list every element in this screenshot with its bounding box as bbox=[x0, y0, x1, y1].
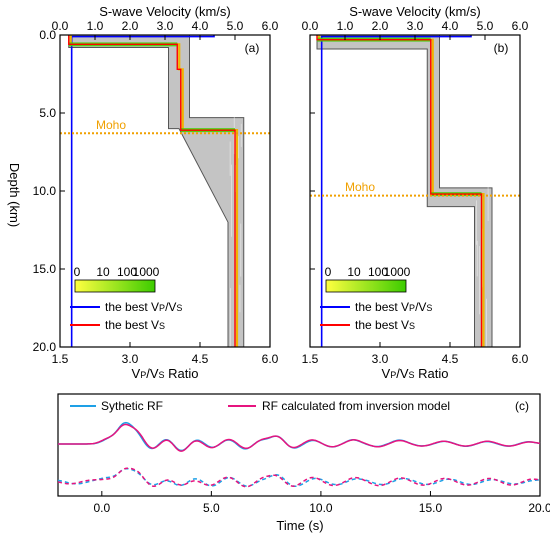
panel-c-x-tick-label: 15.0 bbox=[419, 501, 443, 515]
panel-a-bottom-axis-label: VP/VS Ratio bbox=[132, 366, 199, 381]
panel-a: 0.0 1.0 2.0 3.0 4.0 5.0 6.0 1.5 3.0 4.5 6.0 0.0 5.0 1… bbox=[7, 4, 279, 381]
panel-a-y-tick-label: 0.0 bbox=[39, 28, 56, 42]
panel-b-best-vs-line bbox=[316, 35, 483, 347]
panel-b-bottom-tick-label: 6.0 bbox=[512, 352, 529, 366]
panel-b: 0.0 1.0 2.0 3.0 4.0 5.0 6.0 1.5 3.0 4.5 6.0 S-wave… bbox=[302, 4, 529, 381]
panel-b-top-tick-label: 0.0 bbox=[302, 19, 319, 33]
panel-a-legend: the best VP/VS the best VS bbox=[70, 300, 182, 332]
panel-a-y-tick-label: 15.0 bbox=[33, 262, 57, 276]
panel-c-x-tick-label: 5.0 bbox=[203, 501, 220, 515]
panel-c-legend: Sythetic RF RF calculated from inversion… bbox=[70, 399, 450, 413]
panel-a-ticks: 0.0 1.0 2.0 3.0 4.0 5.0 6.0 1.5 3.0 4.5 6.0 0.0 5.0 1… bbox=[33, 19, 279, 366]
panel-a-colorbar-tick: 100 bbox=[117, 265, 137, 279]
panel-a-top-axis-label: S-wave Velocity (km/s) bbox=[99, 4, 230, 19]
panel-c-frame bbox=[57, 393, 541, 497]
panel-b-colorbar-tick: 10 bbox=[347, 265, 361, 279]
panel-a-bottom-tick-label: 1.5 bbox=[52, 352, 69, 366]
panel-a-colorbar-tick: 0 bbox=[74, 265, 81, 279]
panel-b-bottom-tick-label: 4.5 bbox=[442, 352, 459, 366]
panel-b-colorbar-tick: 100 bbox=[368, 265, 388, 279]
panel-c-trace-upper-inversion bbox=[58, 423, 541, 452]
panel-a-y-tick-label: 5.0 bbox=[39, 106, 56, 120]
panel-b-top-axis-label: S-wave Velocity (km/s) bbox=[349, 4, 480, 19]
panel-a-top-tick-label: 1.0 bbox=[87, 19, 104, 33]
panel-b-bottom-axis-label: VP/VS Ratio bbox=[382, 366, 449, 381]
panel-b-bottom-tick-label: 1.5 bbox=[302, 352, 319, 366]
panel-b-label: (b) bbox=[494, 41, 509, 55]
panel-a-lines bbox=[60, 35, 270, 347]
panel-a-label: (a) bbox=[245, 41, 260, 55]
panel-b-top-tick-label: 2.0 bbox=[372, 19, 389, 33]
panel-c-legend-item-synthetic: Sythetic RF bbox=[101, 399, 163, 413]
panel-b-legend: the best VP/VS the best VS bbox=[320, 300, 432, 332]
panel-c-trace-lower-synthetic bbox=[57, 467, 540, 488]
panel-a-top-tick-label: 4.0 bbox=[192, 19, 209, 33]
panel-b-best-vpvs-line bbox=[320, 35, 472, 347]
panel-a-legend-item-vs: the best VS bbox=[105, 318, 165, 332]
panel-a-best-vs-line bbox=[68, 35, 236, 347]
panel-c: 0.0 5.0 10.0 15.0 20.0 (c) Time (s) Sythetic… bbox=[57, 393, 550, 533]
panel-c-legend-item-inversion: RF calculated from inversion model bbox=[262, 399, 450, 413]
panel-c-label: (c) bbox=[515, 399, 529, 413]
panel-c-trace-lower-inversion bbox=[57, 467, 541, 488]
panel-b-top-tick-label: 5.0 bbox=[477, 19, 494, 33]
panel-a-moho-label: Moho bbox=[96, 118, 126, 132]
panel-b-lines bbox=[310, 35, 520, 347]
panel-c-x-tick-label: 20.0 bbox=[528, 501, 550, 515]
panel-a-bottom-tick-label: 6.0 bbox=[262, 352, 279, 366]
panel-b-colorbar-tick: 1000 bbox=[384, 265, 411, 279]
panel-b-moho-label: Moho bbox=[345, 180, 375, 194]
panel-b-colorbar-bar bbox=[325, 279, 407, 293]
panel-c-traces bbox=[57, 421, 541, 488]
panel-a-best-vpvs-line bbox=[70, 35, 215, 347]
panel-b-colorbar-tick: 0 bbox=[325, 265, 332, 279]
panel-b-ticks: 0.0 1.0 2.0 3.0 4.0 5.0 6.0 1.5 3.0 4.5 6.0 bbox=[302, 19, 529, 366]
panel-a-top-tick-label: 0.0 bbox=[52, 19, 69, 33]
panel-a-y-tick-label: 10.0 bbox=[33, 184, 57, 198]
panel-b-top-tick-label: 6.0 bbox=[512, 19, 529, 33]
panel-b-bottom-tick-label: 3.0 bbox=[372, 352, 389, 366]
panel-a-bottom-tick-label: 4.5 bbox=[192, 352, 209, 366]
panel-a-y-axis-label: Depth (km) bbox=[7, 163, 22, 227]
panel-a-top-tick-label: 3.0 bbox=[157, 19, 174, 33]
panel-c-x-tick-label: 10.0 bbox=[309, 501, 333, 515]
panel-a-colorbar-tick: 10 bbox=[96, 265, 110, 279]
panel-b-top-tick-label: 3.0 bbox=[407, 19, 424, 33]
panel-a-bottom-tick-label: 3.0 bbox=[122, 352, 139, 366]
panel-b-legend-item-vpvs: the best VP/VS bbox=[355, 300, 432, 314]
panel-c-x-axis-label: Time (s) bbox=[276, 518, 323, 533]
panel-a-colorbar-tick: 1000 bbox=[133, 265, 160, 279]
panel-c-ticks: 0.0 5.0 10.0 15.0 20.0 bbox=[93, 491, 550, 515]
panel-a-top-tick-label: 6.0 bbox=[262, 19, 279, 33]
panel-a-colorbar-bar bbox=[74, 279, 156, 293]
panel-c-x-tick-label: 0.0 bbox=[93, 501, 110, 515]
panel-b-legend-item-vs: the best VS bbox=[355, 318, 415, 332]
panel-a-y-tick-label: 20.0 bbox=[33, 340, 57, 354]
panel-b-top-tick-label: 4.0 bbox=[442, 19, 459, 33]
panel-a-legend-item-vpvs: the best VP/VS bbox=[105, 300, 182, 314]
panel-a-colorbar: 0 10 100 1000 bbox=[74, 265, 160, 293]
panel-b-colorbar: 0 10 100 1000 bbox=[325, 265, 411, 293]
panel-a-top-tick-label: 5.0 bbox=[227, 19, 244, 33]
panel-a-top-tick-label: 2.0 bbox=[122, 19, 139, 33]
panel-b-top-tick-label: 1.0 bbox=[337, 19, 354, 33]
